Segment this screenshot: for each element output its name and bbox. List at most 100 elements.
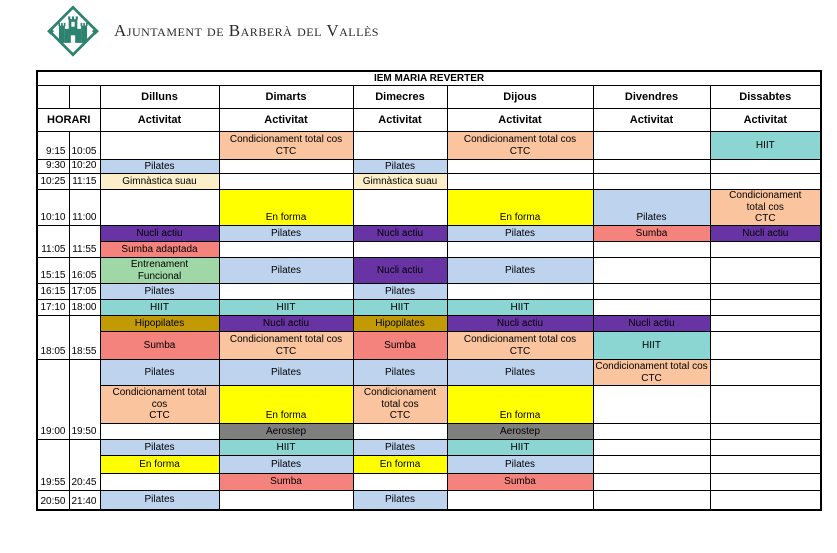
empty-cell	[446, 173, 594, 190]
schedule-table: IEM MARIA REVERTER Dilluns Dimarts Dimecre…	[36, 70, 823, 511]
activity-cell: En forma	[446, 189, 594, 226]
empty-cell	[352, 423, 448, 440]
time-start-cell: 20:50	[36, 490, 70, 510]
empty-cell	[592, 257, 711, 284]
activity-cell: En forma	[352, 455, 448, 474]
empty-cell	[352, 189, 448, 226]
activity-cell: Pilates	[352, 439, 448, 456]
schedule-row: Condicionament total cos CTC En forma Cond…	[37, 385, 822, 424]
time-end-cell: 18:00	[68, 299, 101, 316]
activity-cell: Pilates	[446, 225, 594, 242]
time-end-cell: 11:55	[68, 225, 101, 258]
time-end-cell: 10:05	[68, 131, 101, 160]
schedule-row: En forma Pilates En forma Pilates	[37, 455, 822, 474]
empty-cell	[446, 283, 594, 300]
activity-cell: Condicionament total cos CTC	[218, 131, 354, 160]
schedule-row: 9:15 10:05 Condicionament total cos CTC Con…	[36, 131, 822, 160]
day-header-dijous: Dijous	[446, 85, 594, 109]
time-start-cell: 18:05	[36, 315, 70, 360]
empty-cell	[99, 189, 220, 226]
day-header-divendres: Divendres	[592, 85, 711, 109]
empty-cell	[709, 455, 822, 474]
activity-cell: Pilates	[99, 159, 220, 174]
activity-cell: Nucli actiu	[709, 225, 822, 242]
time-end-cell: 11:15	[68, 173, 101, 190]
schedule: IEM MARIA REVERTER Dilluns Dimarts Dimecre…	[36, 70, 823, 511]
schedule-title: IEM MARIA REVERTER	[36, 70, 822, 86]
activity-cell: Nucli actiu	[592, 315, 711, 332]
empty-cell	[709, 359, 822, 386]
schedule-row: 10:10 11:00 En forma En forma Pilates Condici…	[36, 189, 822, 226]
activity-cell: Nucli actiu	[99, 225, 220, 242]
activity-cell: Sumba	[218, 473, 354, 491]
org-name: Ajuntament de Barberà del Vallès	[114, 21, 379, 40]
activity-header-row: HORARI Activitat Activitat Activitat Activi…	[36, 108, 822, 132]
activity-header: Activitat	[709, 108, 822, 132]
day-header-dilluns: Dilluns	[99, 85, 220, 109]
empty-cell	[592, 131, 711, 160]
activity-cell: HIIT	[352, 299, 448, 316]
schedule-row: Sumba Condicionament total cos CTC Sumba Co…	[37, 331, 822, 360]
activity-cell: Sumba	[99, 331, 220, 360]
activity-header: Activitat	[352, 108, 448, 132]
empty-cell	[592, 490, 711, 510]
city-crest-icon	[47, 5, 99, 57]
activity-cell: Pilates	[218, 455, 354, 474]
time-start-cell: 17:10	[36, 299, 70, 316]
page-header: Ajuntament de Barberà del Vallès	[46, 4, 379, 58]
schedule-row: 20:50 21:40 Pilates Pilates	[36, 490, 822, 510]
activity-cell: Nucli actiu	[352, 257, 448, 284]
time-start-cell: 9:30	[36, 159, 70, 174]
time-start-cell: 10:10	[36, 189, 70, 226]
activity-cell: En forma	[218, 385, 354, 424]
time-start-cell: 15:15	[36, 257, 70, 284]
empty-cell	[592, 241, 711, 258]
empty-cell	[592, 439, 711, 456]
schedule-row: Aerostep Aerostep	[37, 423, 822, 440]
empty-cell	[709, 299, 822, 316]
schedule-row: 18:05 18:55 Hipopilates Nucli actiu Hipopila…	[36, 315, 822, 360]
activity-cell: Gimnàstica suau	[352, 173, 448, 190]
activity-cell: HIIT	[446, 439, 594, 456]
schedule-row: 16:15 17:05 Pilates Pilates	[36, 283, 822, 300]
empty-cell	[709, 331, 822, 360]
activity-cell: Aerostep	[446, 423, 594, 440]
empty-cell	[592, 159, 711, 174]
time-end-cell: 16:05	[68, 257, 101, 284]
activity-header: Activitat	[592, 108, 711, 132]
activity-cell: Condicionament total cos CTC	[446, 331, 594, 360]
day-header-row: Dilluns Dimarts Dimecres Dijous Divendres Dis…	[36, 85, 822, 109]
time-end-cell: 17:05	[68, 283, 101, 300]
empty-cell	[709, 257, 822, 284]
activity-cell: Pilates	[446, 359, 594, 386]
time-end-cell: 10:20	[68, 159, 101, 174]
empty-cell	[592, 455, 711, 474]
empty-cell	[592, 299, 711, 316]
time-start-cell: 10:25	[36, 173, 70, 190]
schedule-row: 15:15 16:05 Entrenament Funcional Pilates Nu…	[36, 257, 822, 284]
activity-cell: Pilates	[352, 490, 448, 510]
horari-header: HORARI	[36, 108, 101, 132]
activity-cell: En forma	[446, 385, 594, 424]
activity-cell: Entrenament Funcional	[99, 257, 220, 284]
activity-cell: HIIT	[446, 299, 594, 316]
schedule-row: 19:55 20:45 Pilates HIIT Pilates HIIT	[36, 439, 822, 491]
empty-cell	[218, 173, 354, 190]
activity-cell: Condicionament total cos CTC	[99, 385, 220, 424]
activity-cell: Sumba	[592, 225, 711, 242]
activity-cell: En forma	[99, 455, 220, 474]
activity-cell: Pilates	[446, 257, 594, 284]
activity-cell: Nucli actiu	[446, 315, 594, 332]
activity-cell: HIIT	[99, 299, 220, 316]
schedule-row: 11:05 11:55 Nucli actiu Pilates Nucli actiu P…	[36, 225, 822, 258]
empty-cell	[592, 385, 711, 424]
schedule-row: 9:30 10:20 Pilates Pilates	[36, 159, 822, 174]
empty-cell	[99, 131, 220, 160]
day-header-dimecres: Dimecres	[352, 85, 448, 109]
time-start-cell: 19:00	[36, 359, 70, 440]
empty-cell	[446, 159, 594, 174]
schedule-row: 10:25 11:15 Gimnàstica suau Gimnàstica suau	[36, 173, 822, 190]
activity-cell: Pilates	[99, 283, 220, 300]
activity-cell: Pilates	[218, 257, 354, 284]
activity-header: Activitat	[218, 108, 354, 132]
